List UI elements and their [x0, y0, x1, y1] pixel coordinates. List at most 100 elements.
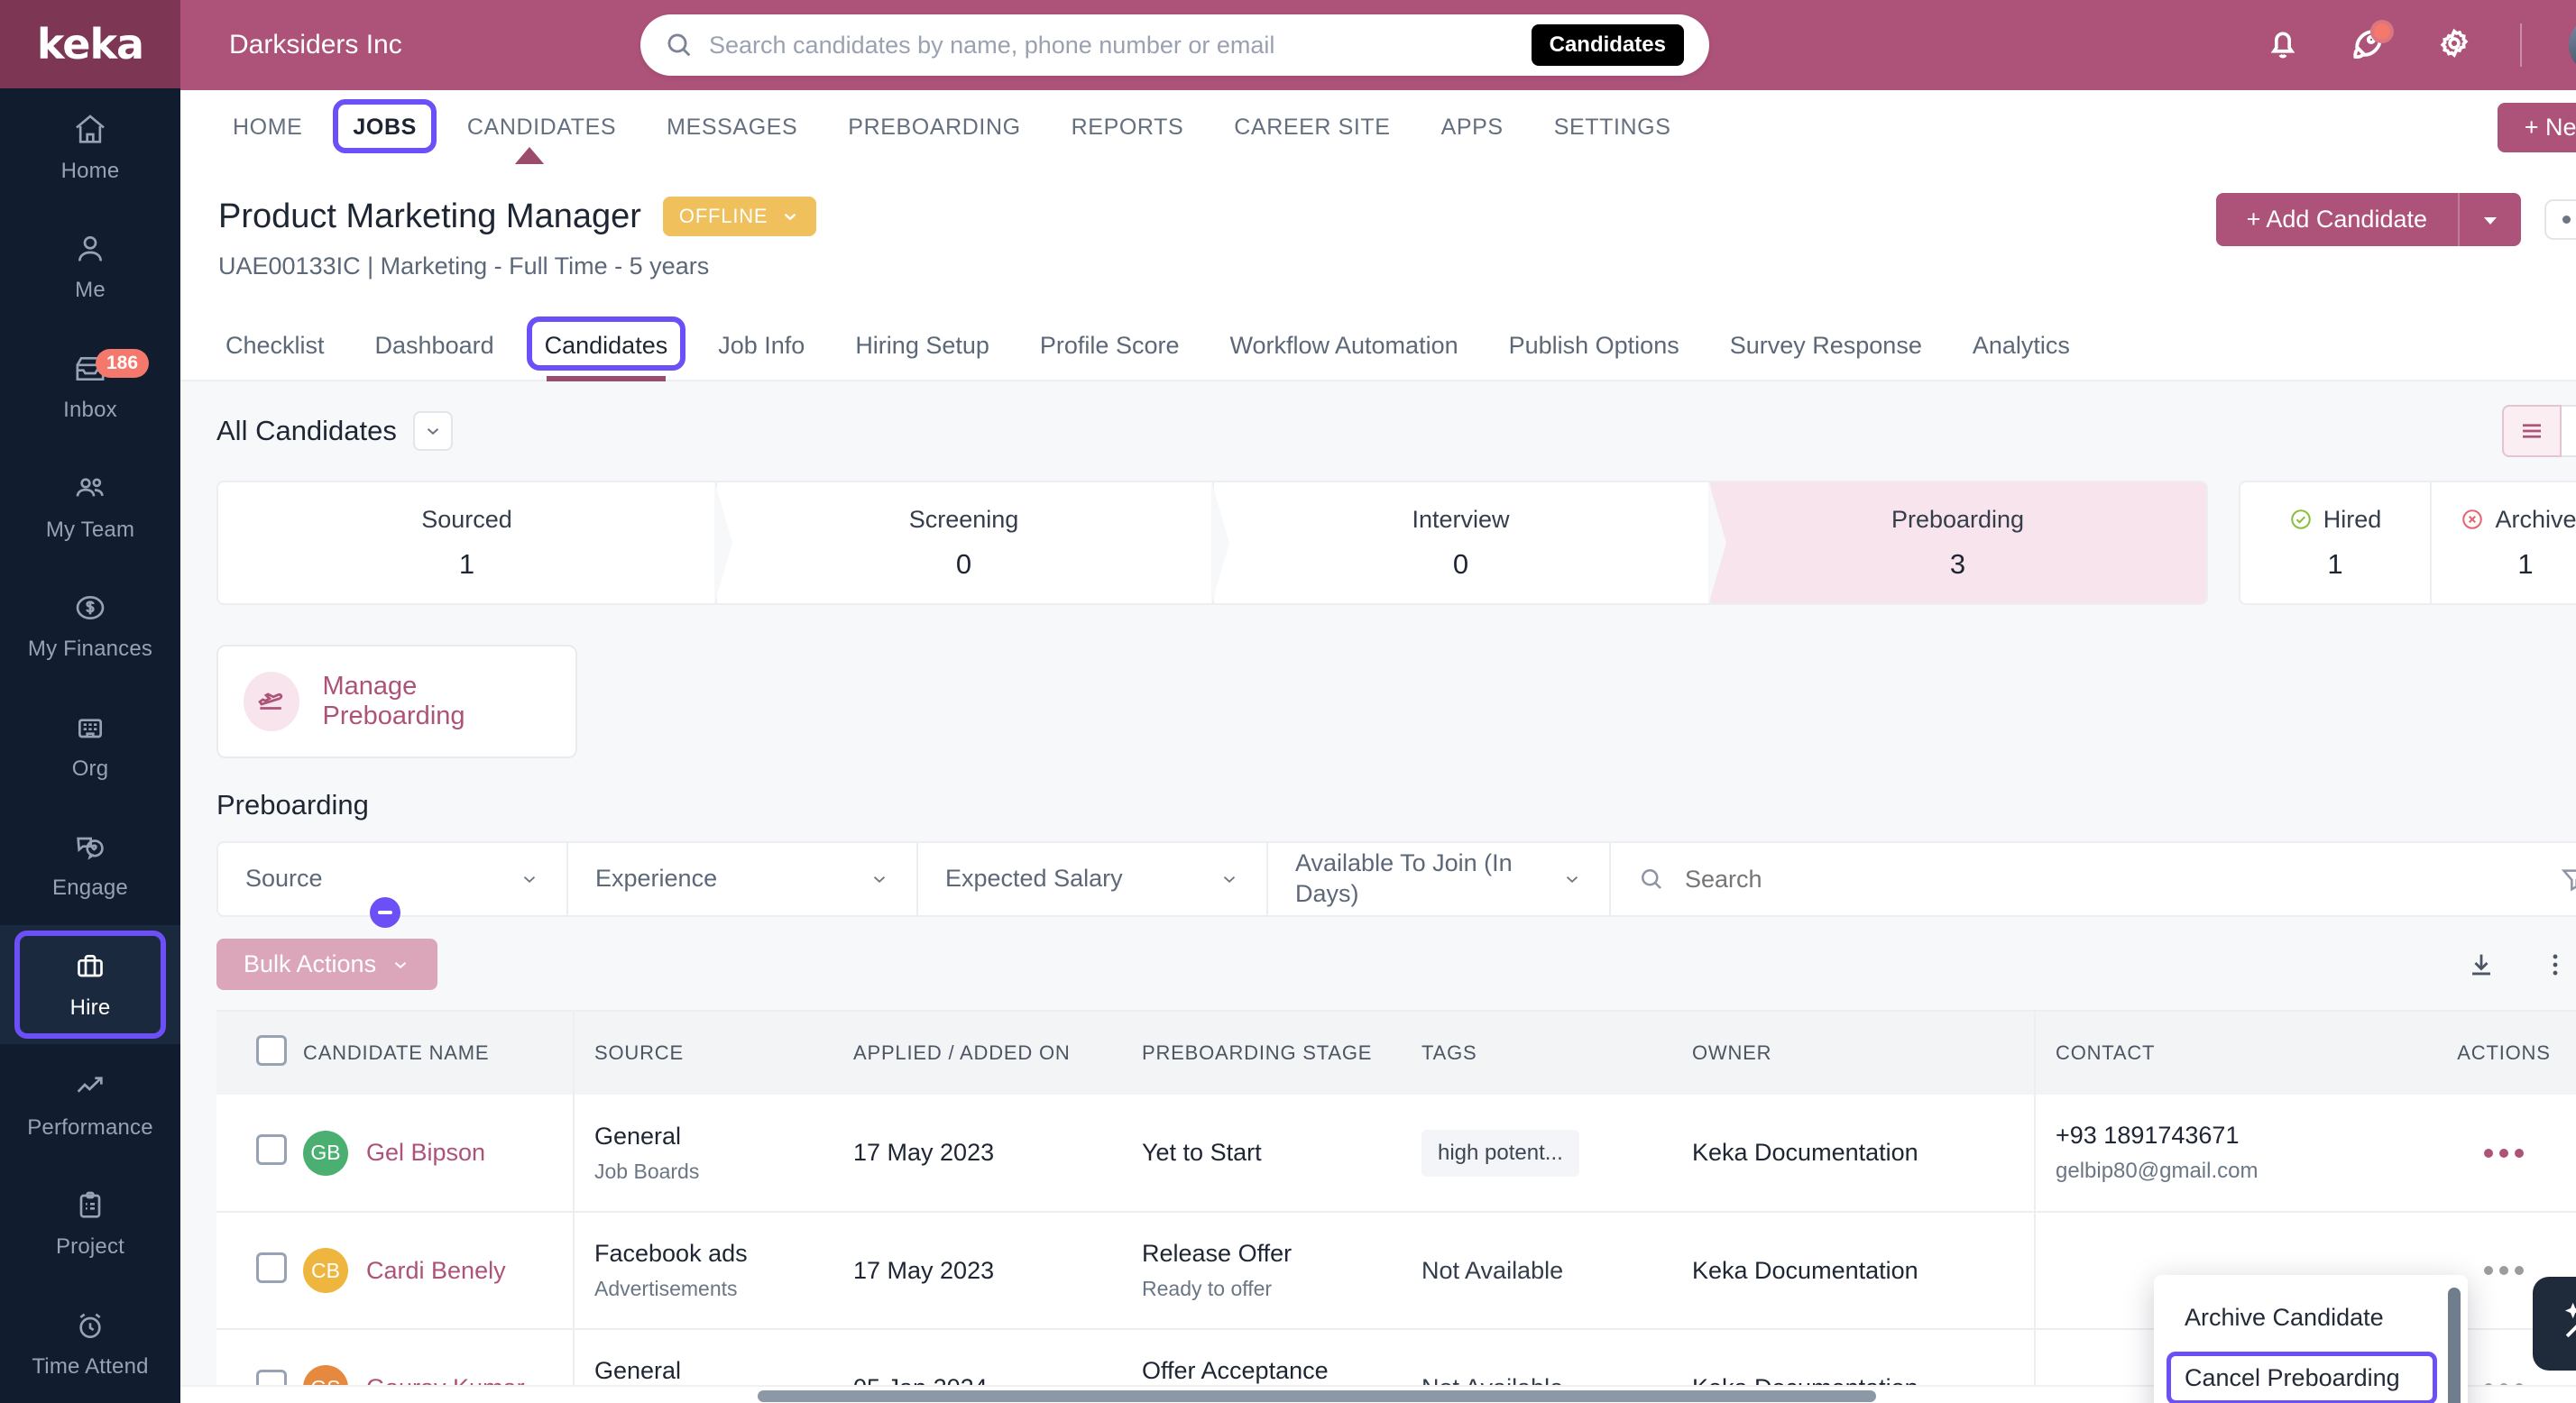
- tab-dashboard[interactable]: Dashboard: [374, 332, 494, 359]
- candidate-search[interactable]: [1611, 843, 2529, 915]
- assistant-fab-button[interactable]: [2533, 1277, 2576, 1371]
- outcome-hired[interactable]: Hired 1: [2240, 482, 2430, 603]
- add-candidate-button[interactable]: + Add Candidate: [2215, 193, 2458, 246]
- manage-preboarding-card[interactable]: Manage Preboarding: [216, 645, 577, 758]
- cell-owner: Keka Documentation: [1692, 1212, 2035, 1330]
- tab-label: Candidates: [544, 332, 668, 359]
- sidebar-item-org[interactable]: Org: [0, 685, 180, 805]
- filter-source[interactable]: Source: [218, 843, 568, 928]
- table-more-options-icon[interactable]: [2540, 949, 2571, 980]
- sidebar-item-inbox[interactable]: Inbox 186: [0, 327, 180, 447]
- stage-name: Interview: [1412, 505, 1510, 533]
- funnel-icon: [2561, 869, 2576, 892]
- modnav-item-reports[interactable]: REPORTS: [1071, 115, 1184, 140]
- sidebar-item-home[interactable]: Home: [0, 88, 180, 208]
- sidebar-item-project[interactable]: Project: [0, 1164, 180, 1284]
- sidebar-item-performance[interactable]: Performance: [0, 1044, 180, 1164]
- modnav-item-home[interactable]: HOME: [233, 115, 303, 140]
- menu-item-cancel-preboarding[interactable]: Cancel Preboarding: [2154, 1348, 2468, 1403]
- bell-icon: [2270, 32, 2295, 58]
- sidebar-item-time-attend[interactable]: Time Attend: [0, 1283, 180, 1403]
- list-view-button[interactable]: [2502, 405, 2562, 457]
- header-tags: TAGS: [1421, 1012, 1692, 1095]
- modnav-item-apps[interactable]: APPS: [1440, 115, 1504, 140]
- bulk-actions-button[interactable]: Bulk Actions: [216, 939, 438, 990]
- filter-experience[interactable]: Experience: [568, 843, 918, 915]
- job-tabs: Checklist Dashboard Candidates Job Info …: [180, 311, 2576, 381]
- chevron-down-icon: [427, 427, 439, 436]
- menu-item-archive-candidate[interactable]: Archive Candidate: [2185, 1304, 2384, 1331]
- pipeline-stages: Sourced 1 Screening 0 Interview 0: [216, 481, 2208, 605]
- tab-checklist[interactable]: Checklist: [225, 332, 325, 359]
- sidebar-item-my-team[interactable]: My Team: [0, 446, 180, 566]
- table-row[interactable]: CB Cardi Benely Facebook ads Advertiseme…: [216, 1212, 2576, 1330]
- filter-funnel-button[interactable]: [2529, 843, 2576, 915]
- horizontal-scrollbar[interactable]: [180, 1385, 2576, 1403]
- modnav-item-preboarding[interactable]: PREBOARDING: [848, 115, 1021, 140]
- avatar[interactable]: [2569, 16, 2576, 74]
- sidebar-item-me[interactable]: Me: [0, 207, 180, 327]
- header-candidate-name: CANDIDATE NAME: [303, 1012, 574, 1095]
- notifications-button[interactable]: [2264, 24, 2302, 67]
- modnav-item-settings[interactable]: SETTINGS: [1553, 115, 1671, 140]
- filter-available-to-join[interactable]: Available To Join (In Days): [1268, 843, 1611, 915]
- modnav-item-jobs[interactable]: JOBS: [327, 90, 441, 164]
- sidebar-label: Performance: [27, 1114, 153, 1140]
- filter-expected-salary[interactable]: Expected Salary: [918, 843, 1268, 915]
- modnav-item-messages[interactable]: MESSAGES: [667, 115, 798, 140]
- stage-interview[interactable]: Interview 0: [1212, 482, 1726, 603]
- manage-preboarding-label: Manage Preboarding: [322, 672, 465, 730]
- whats-new-button[interactable]: [2349, 19, 2394, 68]
- tab-analytics[interactable]: Analytics: [1972, 332, 2070, 359]
- tab-hiring-setup[interactable]: Hiring Setup: [855, 332, 989, 359]
- board-view-button[interactable]: [2562, 405, 2576, 457]
- row-checkbox[interactable]: [256, 1252, 287, 1283]
- cell-source: Facebook ads Advertisements: [573, 1212, 853, 1330]
- settings-button[interactable]: [2435, 24, 2473, 67]
- tab-candidates[interactable]: Candidates: [520, 311, 694, 381]
- candidate-name-link[interactable]: Gel Bipson: [366, 1139, 486, 1166]
- tab-survey-response[interactable]: Survey Response: [1729, 332, 1922, 359]
- sidebar-item-hire[interactable]: Hire: [0, 924, 180, 1045]
- global-search[interactable]: Candidates: [640, 14, 1709, 76]
- modnav-label: JOBS: [353, 115, 417, 140]
- stage-preboarding[interactable]: Preboarding 3: [1709, 482, 2206, 603]
- keka-logo[interactable]: keka: [0, 0, 180, 88]
- stage-screening[interactable]: Screening 0: [715, 482, 1229, 603]
- candidate-name-link[interactable]: Cardi Benely: [366, 1256, 506, 1284]
- search-input[interactable]: [709, 31, 1532, 60]
- stage-sourced[interactable]: Sourced 1: [218, 482, 732, 603]
- search-scope-chip[interactable]: Candidates: [1531, 24, 1684, 66]
- outcome-archived[interactable]: Archived 1: [2430, 482, 2576, 603]
- tab-workflow-automation[interactable]: Workflow Automation: [1229, 332, 1458, 359]
- new-button[interactable]: + New: [2497, 103, 2576, 152]
- cell-stage: Yet to Start: [1142, 1095, 1421, 1213]
- modnav-item-candidates[interactable]: CANDIDATES: [466, 115, 617, 140]
- row-checkbox[interactable]: [256, 1134, 287, 1165]
- all-candidates-dropdown-button[interactable]: [412, 411, 453, 451]
- view-toggle: [2502, 405, 2576, 457]
- menu-scrollbar[interactable]: [2448, 1288, 2461, 1403]
- filter-remove-badge[interactable]: [370, 897, 400, 928]
- job-more-actions-button[interactable]: [2544, 199, 2576, 240]
- select-all-checkbox[interactable]: [256, 1035, 287, 1066]
- active-tab-caret-icon: [514, 147, 545, 165]
- row-actions-button[interactable]: [2387, 1148, 2576, 1158]
- row-actions-button[interactable]: [2387, 1266, 2576, 1275]
- stage-primary: Yet to Start: [1142, 1139, 1262, 1166]
- sidebar-item-my-finances[interactable]: My Finances: [0, 566, 180, 686]
- job-status-badge[interactable]: OFFLINE: [662, 197, 817, 236]
- modnav-item-career-site[interactable]: CAREER SITE: [1234, 115, 1391, 140]
- tab-job-info[interactable]: Job Info: [718, 332, 805, 359]
- add-candidate-dropdown-button[interactable]: [2458, 193, 2521, 246]
- main-column: Darksiders Inc Candidates: [180, 0, 2576, 1403]
- table-header-row: CANDIDATE NAME SOURCE APPLIED / ADDED ON…: [216, 1012, 2576, 1095]
- sidebar-item-engage[interactable]: Engage: [0, 805, 180, 925]
- all-candidates-selector[interactable]: All Candidates: [216, 411, 453, 451]
- scrollbar-thumb[interactable]: [758, 1390, 1876, 1402]
- download-icon[interactable]: [2466, 949, 2497, 980]
- table-row[interactable]: GB Gel Bipson General Job Boards 17 May …: [216, 1095, 2576, 1213]
- tab-profile-score[interactable]: Profile Score: [1039, 332, 1180, 359]
- candidate-search-input[interactable]: [1685, 865, 2502, 894]
- tab-publish-options[interactable]: Publish Options: [1508, 332, 1679, 359]
